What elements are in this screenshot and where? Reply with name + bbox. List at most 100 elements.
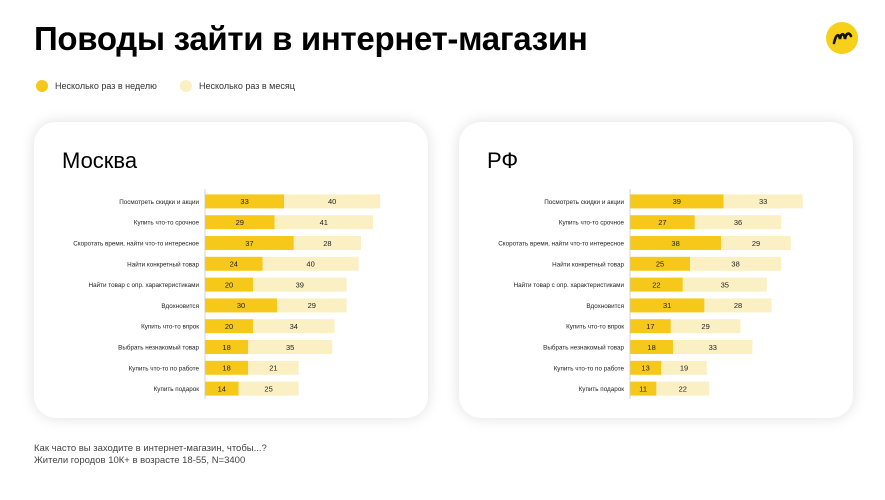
value-label-monthly: 35 [721,280,729,289]
bar-weekly [630,298,705,313]
category-label: Купить что-то срочное [134,220,200,227]
legend-item-weekly: Несколько раз в неделю [36,80,157,92]
category-label: Выбрать незнакомый товар [118,344,199,352]
category-label: Вдохновится [586,303,624,310]
bar-weekly [205,256,263,271]
value-label-weekly: 33 [240,197,248,206]
bar-monthly [694,215,782,230]
bar-weekly [630,236,722,250]
value-label-weekly: 13 [641,364,649,373]
bar-weekly [205,236,294,250]
value-label-monthly: 39 [296,280,304,289]
value-label-weekly: 25 [656,260,664,269]
value-label-monthly: 29 [701,322,709,331]
value-label-monthly: 40 [306,260,314,269]
bar-monthly [293,236,361,250]
category-label: Купить подарок [579,386,625,393]
bar-monthly [670,319,741,334]
value-label-monthly: 19 [680,364,688,373]
bar-monthly [248,360,299,375]
chart-panel-russia: РФ Посмотреть скидки и акции 39 33 Купить ч… [459,122,853,418]
value-label-monthly: 35 [286,343,294,352]
footnote-question: Как часто вы заходите в интернет-магазин… [34,443,267,454]
category-label: Купить что-то по работе [129,364,200,372]
category-label: Купить подарок [154,386,200,393]
value-label-monthly: 21 [269,364,277,373]
value-label-monthly: 41 [320,218,328,227]
bar-weekly [205,340,249,354]
bar-weekly [630,194,724,209]
category-label: Посмотреть скидки и акции [544,199,624,206]
legend-item-monthly: Несколько раз в месяц [180,80,295,92]
bar-monthly [690,256,782,271]
category-label: Найти товар с опр. характеристиками [514,281,625,289]
value-label-weekly: 39 [673,197,681,206]
bar-weekly [630,340,674,354]
legend-label-weekly: Несколько раз в неделю [55,81,157,91]
chart-title-russia: РФ [487,148,519,173]
bar-monthly [274,215,373,230]
chart-title-moscow: Москва [62,148,138,173]
category-label: Купить что-то по работе [554,364,625,372]
category-label: Купить что-то срочное [559,220,625,227]
value-label-monthly: 33 [709,343,717,352]
bar-weekly [205,194,285,209]
value-label-weekly: 38 [671,239,679,248]
bar-monthly [284,194,381,209]
bar-weekly [630,215,695,230]
bar-weekly [630,360,662,375]
chart-russia: Посмотреть скидки и акции 39 33 Купить что-… [498,189,803,399]
value-label-weekly: 29 [236,218,244,227]
bar-weekly [630,381,657,396]
category-label: Скоротать время, найти что-то интересное [498,240,624,248]
bar-monthly [661,360,707,375]
value-label-weekly: 20 [225,280,233,289]
value-label-monthly: 29 [752,239,760,248]
bar-monthly [721,236,791,250]
value-label-weekly: 24 [230,260,238,269]
legend-swatch-weekly [36,80,48,92]
value-label-monthly: 33 [759,197,767,206]
bar-weekly [630,256,690,271]
bar-weekly [630,277,683,292]
value-label-weekly: 37 [245,239,253,248]
value-label-monthly: 38 [731,260,739,269]
value-label-weekly: 18 [222,343,230,352]
category-label: Вдохновится [161,303,199,310]
bar-monthly [723,194,803,209]
value-label-monthly: 40 [328,197,336,206]
value-label-weekly: 11 [639,384,647,393]
category-label: Скоротать время, найти что-то интересное [73,240,199,248]
bar-weekly [630,319,671,334]
value-label-weekly: 22 [652,280,660,289]
logo-mark-icon [832,32,853,45]
bar-weekly [205,215,275,230]
page-title: Поводы зайти в интернет-магазин [34,20,588,57]
category-label: Найти конкретный товар [127,260,199,268]
bar-monthly [277,298,347,313]
value-label-weekly: 18 [647,343,655,352]
bar-weekly [205,381,239,396]
chart-panel-moscow: Москва Посмотреть скидки и акции 33 40 Купи… [34,122,428,418]
value-label-weekly: 17 [646,322,654,331]
value-label-monthly: 34 [290,322,298,331]
value-label-weekly: 18 [222,364,230,373]
value-label-monthly: 22 [679,384,687,393]
bar-monthly [262,256,359,271]
category-label: Купить что-то впрок [141,324,199,331]
bar-monthly [253,319,335,334]
footnote: Как часто вы заходите в интернет-магазин… [34,443,267,467]
footnote-sample: Жители городов 10К+ в возрасте 18-55, N=… [34,455,246,466]
value-label-monthly: 25 [264,384,272,393]
bar-weekly [205,277,253,292]
bar-monthly [673,340,753,354]
chart-moscow: Посмотреть скидки и акции 33 40 Купить что-… [73,189,381,399]
category-label: Посмотреть скидки и акции [119,199,199,206]
value-label-monthly: 36 [734,218,742,227]
category-label: Купить что-то впрок [566,324,624,331]
bar-monthly [656,381,710,396]
bar-monthly [253,277,347,292]
category-label: Найти конкретный товар [552,260,624,268]
brand-logo [826,22,858,54]
legend-swatch-monthly [180,80,192,92]
